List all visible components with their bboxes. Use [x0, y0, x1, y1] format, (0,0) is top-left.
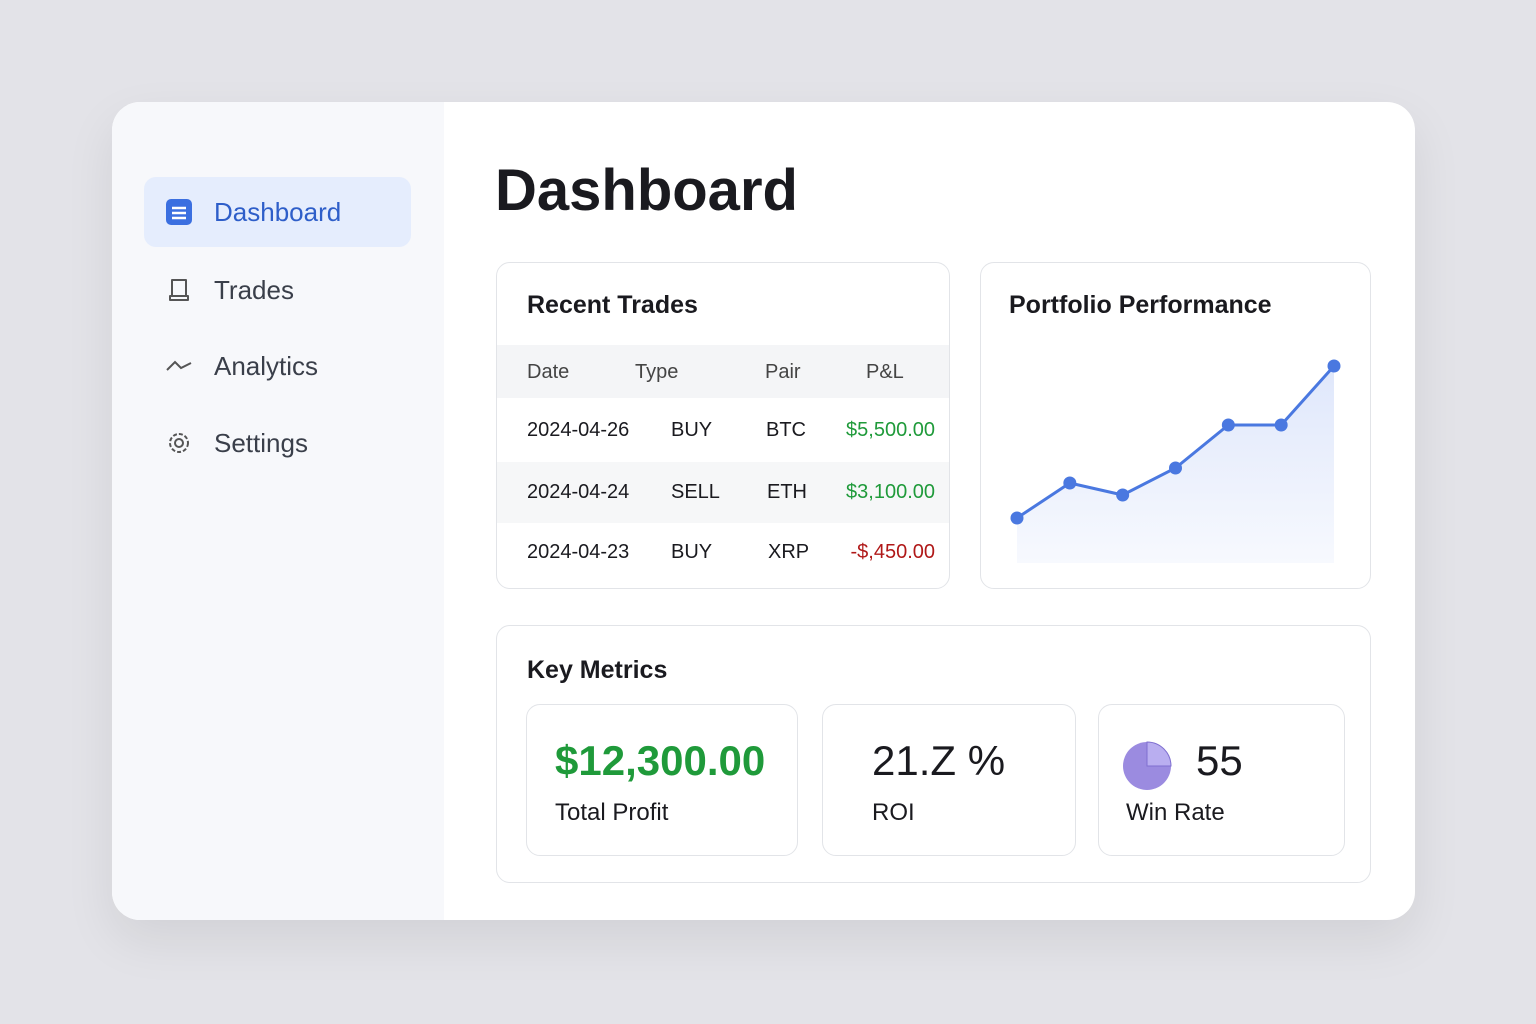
- cell: BTC: [766, 419, 806, 441]
- metric-value: 55: [1196, 737, 1243, 784]
- page-title: Dashboard: [495, 158, 798, 223]
- recent-trades-panel: Recent Trades Date Type Pair P&L 2024-04…: [496, 262, 950, 589]
- cell: $5,500.00: [846, 419, 935, 441]
- cell: SELL: [671, 481, 720, 503]
- metric-card: 21.Z % ROI: [822, 704, 1076, 856]
- point: [1169, 461, 1182, 475]
- app-window: Dashboard Trades Analytics Settings Dash…: [112, 102, 1415, 920]
- cell: BUY: [671, 541, 713, 563]
- table-row: 2024-04-23 BUY XRP -$,450.00: [497, 523, 949, 583]
- icon: [166, 199, 192, 225]
- nav-item[interactable]: Analytics: [144, 331, 411, 401]
- point: [1116, 488, 1130, 502]
- point: [1274, 418, 1288, 432]
- table-row: 2024-04-26 BUY BTC $5,500.00: [497, 398, 949, 462]
- cell: $3,100.00: [846, 481, 935, 503]
- panel-title: Key Metrics: [527, 656, 668, 684]
- nav-item[interactable]: Dashboard: [144, 177, 411, 247]
- metric-card: $12,300.00 Total Profit: [526, 704, 798, 856]
- point: [1327, 359, 1341, 373]
- metric-label: ROI: [872, 799, 915, 826]
- area: [1017, 366, 1334, 563]
- column-header: Date: [527, 361, 570, 383]
- nav-label: Dashboard: [214, 196, 342, 227]
- column-header: Type: [635, 361, 679, 383]
- icon: [166, 360, 192, 371]
- sidebar: Dashboard Trades Analytics Settings: [112, 102, 444, 920]
- nav-label: Trades: [214, 274, 294, 305]
- icon: [169, 279, 189, 301]
- icon: [169, 433, 189, 453]
- cell: 2024-04-23: [527, 541, 630, 563]
- cell: 2024-04-24: [527, 481, 630, 503]
- nav-label: Analytics: [214, 350, 319, 381]
- panel-title: Portfolio Performance: [1009, 291, 1272, 319]
- nav-label: Settings: [214, 427, 308, 458]
- cell: BUY: [671, 419, 713, 441]
- nav-item[interactable]: Settings: [144, 408, 411, 478]
- cell: 2024-04-26: [527, 419, 630, 441]
- pie-icon: [1123, 741, 1172, 790]
- table-row: 2024-04-24 SELL ETH $3,100.00: [497, 462, 949, 523]
- line-chart: [1010, 359, 1341, 563]
- key-metrics-panel: Key Metrics $12,300.00 Total Profit 21.Z…: [496, 625, 1371, 883]
- point: [1010, 511, 1024, 525]
- column-header: P&L: [866, 361, 904, 383]
- point: [1063, 476, 1077, 490]
- cell: XRP: [768, 541, 810, 563]
- column-header: Pair: [765, 361, 801, 383]
- metric-value: $12,300.00: [555, 737, 766, 784]
- cell: ETH: [767, 481, 807, 503]
- metric-label: Total Profit: [555, 799, 669, 826]
- point: [1221, 418, 1235, 432]
- cell: -$,450.00: [850, 541, 935, 563]
- portfolio-panel: Portfolio Performance: [980, 262, 1371, 589]
- table-header: Date Type Pair P&L: [497, 345, 949, 398]
- nav-item[interactable]: Trades: [144, 255, 411, 325]
- panel-title: Recent Trades: [527, 291, 698, 319]
- metric-card: 55 Win Rate: [1098, 704, 1345, 856]
- metric-label: Win Rate: [1126, 799, 1225, 826]
- metric-value: 21.Z %: [872, 737, 1006, 784]
